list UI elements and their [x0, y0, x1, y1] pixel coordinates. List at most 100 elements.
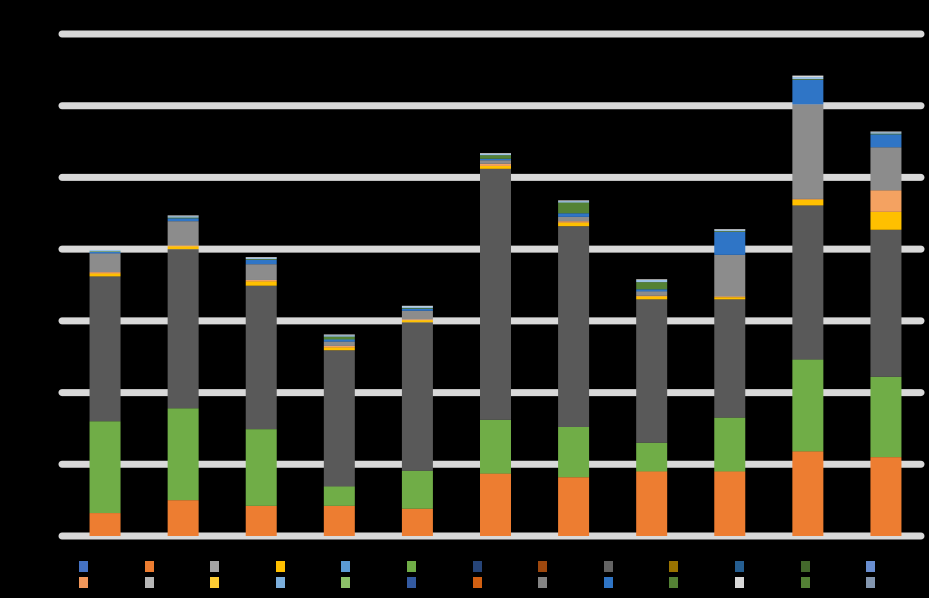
bar-segment [636, 296, 668, 300]
bar-segment [167, 215, 199, 217]
bar-segment [89, 272, 121, 274]
bar-segment [401, 322, 433, 471]
bar-segment [870, 131, 902, 133]
bar-stack [167, 215, 199, 536]
bar-segment [558, 426, 590, 478]
bar-segment [558, 213, 590, 217]
bar-segment [401, 307, 433, 309]
bar-segment [89, 253, 121, 273]
bar-segment [558, 202, 590, 214]
bar-segment [480, 473, 511, 536]
bar-segment [323, 486, 355, 506]
bar-stack [401, 305, 433, 536]
bar-segment [167, 500, 199, 536]
bar-segment [870, 457, 902, 536]
bar-segment [167, 216, 199, 218]
bar-segment [245, 285, 277, 430]
bar-segment [89, 251, 121, 253]
bar-segment [89, 249, 121, 250]
bar-segment [167, 218, 199, 222]
bar-segment [89, 252, 121, 254]
bar-segment [870, 132, 902, 134]
bar-segment [323, 334, 355, 336]
bar-segment [558, 200, 590, 202]
bar-segment [636, 471, 668, 536]
bar-segment [636, 282, 668, 290]
bar-segment [714, 296, 746, 298]
bar-segment [323, 335, 355, 337]
bar-segment [245, 259, 277, 265]
bar-segment [870, 190, 902, 212]
bar-segment [558, 477, 590, 536]
bar-segment [714, 231, 746, 232]
bar-segment [89, 273, 121, 277]
bar-segment [245, 281, 277, 286]
bar-segment [558, 221, 590, 223]
bar-stack [89, 249, 121, 536]
bar-segment [792, 199, 824, 206]
bar-segment [323, 505, 355, 536]
bar-segment [636, 442, 668, 472]
bar-segment [401, 470, 433, 509]
bar-segment [480, 158, 511, 161]
bar-stack [714, 229, 746, 536]
bar-segment [323, 341, 355, 346]
bar-segment [792, 198, 824, 200]
bar-segment [89, 513, 121, 536]
bar-segment [245, 257, 277, 260]
bar-segment [167, 221, 199, 246]
bar-segment [167, 249, 199, 409]
bar-segment [870, 134, 902, 148]
bar-stack [558, 200, 590, 536]
bar-segment [636, 289, 668, 292]
bar-segment [714, 471, 746, 536]
bar-segment [245, 279, 277, 282]
bar-stack [245, 257, 277, 536]
bar-segment [89, 421, 121, 514]
bar-segment [167, 408, 199, 501]
bar-segment [245, 257, 277, 258]
bar-segment [245, 429, 277, 506]
bar-segment [636, 279, 668, 280]
bar-stacks [89, 75, 902, 536]
bar-segment [323, 339, 355, 342]
bar-segment [792, 205, 824, 360]
bar-segment [480, 160, 511, 164]
bar-segment [245, 505, 277, 536]
bar-stack [870, 131, 902, 536]
bar-segment [401, 308, 433, 311]
bar-segment [636, 279, 668, 283]
bar-segment [792, 75, 824, 78]
bar-segment [480, 153, 511, 154]
bar-segment [870, 211, 902, 230]
bar-segment [870, 147, 902, 191]
bar-segment [636, 295, 668, 297]
bar-segment [714, 229, 746, 232]
bar-stack [792, 75, 824, 536]
bar-segment [792, 359, 824, 452]
bar-segment [323, 336, 355, 340]
bar-segment [245, 264, 277, 280]
bar-segment [401, 320, 433, 323]
bar-segment [167, 217, 199, 219]
bar-segment [714, 299, 746, 418]
bar-segment [480, 153, 511, 156]
bar-segment [480, 155, 511, 159]
bar-stack [636, 279, 668, 536]
bar-segment [167, 246, 199, 250]
bar-segment [245, 259, 277, 260]
bar-segment [792, 79, 824, 80]
bar-stack [480, 153, 511, 536]
bar-stack [323, 334, 355, 536]
bar-segment [558, 201, 590, 203]
bar-segment [636, 299, 668, 443]
bar-segment [401, 306, 433, 308]
bar-segment [480, 163, 511, 166]
bar-segment [714, 417, 746, 472]
bar-segment [89, 249, 121, 252]
bar-segment [714, 297, 746, 300]
bar-segment [480, 419, 511, 474]
bar-segment [636, 291, 668, 296]
bar-segment [480, 168, 511, 420]
bar-segment [714, 229, 746, 230]
